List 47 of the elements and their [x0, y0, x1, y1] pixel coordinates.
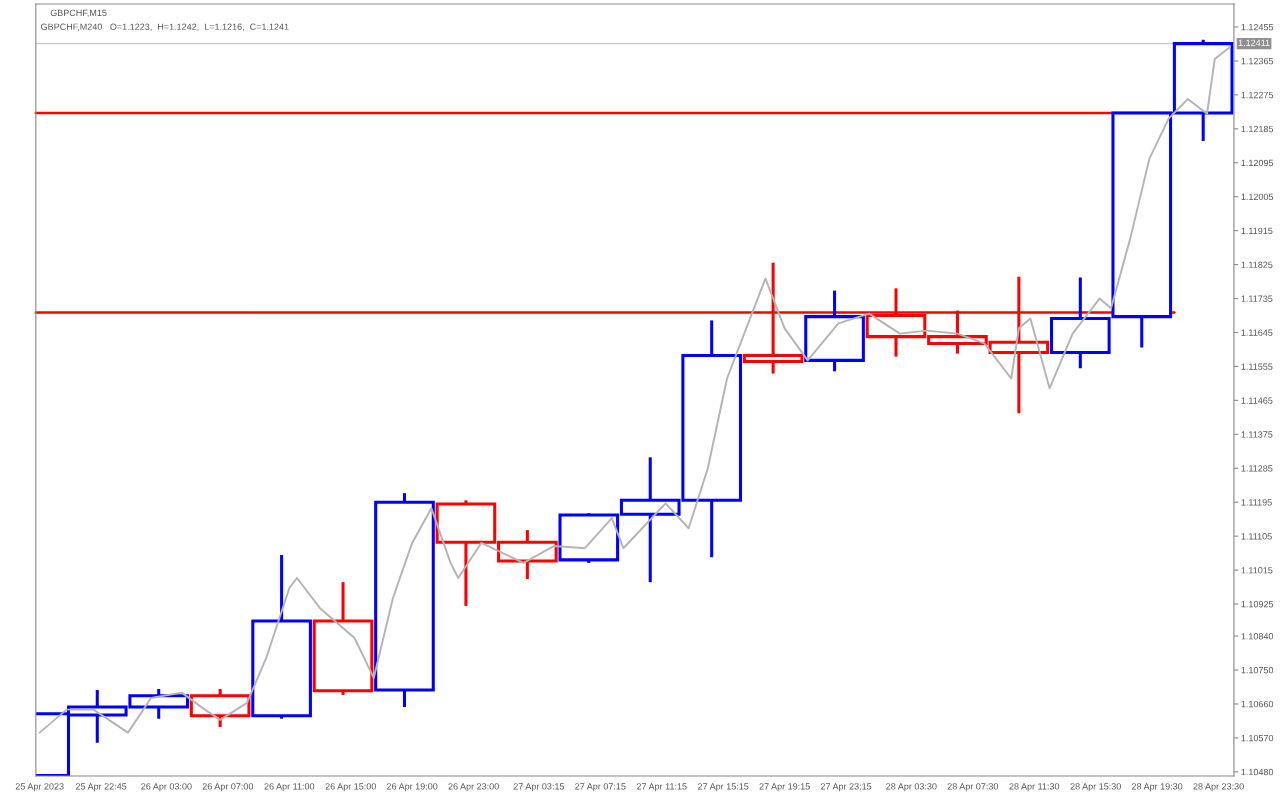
y-tick-label: 1.11645 — [1241, 329, 1273, 336]
y-tick-label: 1.12095 — [1241, 159, 1274, 167]
line-series — [38, 46, 1232, 734]
x-tick-label: 28 Apr 15:30 — [1070, 783, 1121, 792]
x-tick-label: 27 Apr 11:15 — [636, 783, 687, 792]
y-tick-label: 1.12275 — [1241, 91, 1274, 99]
y-tick-label: 1.10925 — [1241, 600, 1274, 608]
y-tick-label: 1.10750 — [1241, 666, 1274, 674]
y-tick-label: 1.11105 — [1241, 533, 1272, 540]
y-tick-label: 1.12005 — [1241, 193, 1274, 201]
text: GBPCHF,M240 O=1.1223, H=1.1242, L=1.1216, C=1.1241 — [41, 23, 289, 31]
x-tick-label: 26 Apr 19:00 — [387, 783, 438, 792]
x-tick-label: 27 Apr 19:15 — [759, 783, 810, 792]
y-tick-label: 1.11465 — [1241, 397, 1273, 404]
y-tick-label: 1.11735 — [1241, 295, 1273, 302]
x-tick-label: 26 Apr 07:00 — [202, 783, 254, 792]
x-tick-label: 25 Apr 2023 — [15, 783, 64, 792]
y-tick-label: 1.11285 — [1241, 465, 1273, 472]
x-tick-label: 28 Apr 11:30 — [1009, 783, 1060, 792]
x-tick-label: 26 Apr 23:00 — [448, 783, 499, 792]
x-tick-label: 27 Apr 23:15 — [820, 783, 872, 792]
y-tick-label: 1.12455 — [1241, 23, 1274, 31]
y-tick-label: 1.10660 — [1241, 700, 1274, 708]
y-tick-label: 1.10570 — [1241, 734, 1274, 742]
x-tick-label: 28 Apr 07:30 — [947, 783, 999, 792]
y-tick-label: 1.12365 — [1241, 57, 1274, 65]
x-tick-label: 28 Apr 03:30 — [886, 783, 937, 792]
y-tick-label: 1.12185 — [1241, 125, 1274, 133]
y-tick-label: 1.11825 — [1241, 261, 1273, 268]
text: GBPCHF,M15 — [50, 9, 107, 18]
x-tick-label: 27 Apr 03:15 — [513, 783, 565, 792]
y-tick-label: 1.11015 — [1241, 567, 1273, 574]
x-tick-label: 26 Apr 03:00 — [141, 783, 192, 792]
y-tick-label: 1.10480 — [1241, 768, 1274, 776]
x-tick-label: 26 Apr 15:00 — [325, 783, 376, 792]
x-tick-label: 27 Apr 15:15 — [698, 783, 749, 792]
y-tick-label: 1.11915 — [1241, 227, 1273, 235]
x-tick-label: 28 Apr 23:30 — [1193, 783, 1244, 792]
y-tick-label: 1.11195 — [1241, 499, 1272, 506]
x-tick-label: 27 Apr 07:15 — [575, 783, 626, 792]
y-tick-label: 1.11555 — [1241, 363, 1273, 370]
x-tick-label: 28 Apr 19:30 — [1131, 783, 1183, 792]
x-tick-label: 26 Apr 11:00 — [264, 783, 315, 792]
x-tick-label: 25 Apr 22:45 — [75, 783, 127, 792]
ref-line-label: 1.12411 — [1238, 39, 1270, 46]
y-tick-label: 1.10840 — [1241, 633, 1274, 640]
y-tick-label: 1.11375 — [1241, 431, 1273, 438]
